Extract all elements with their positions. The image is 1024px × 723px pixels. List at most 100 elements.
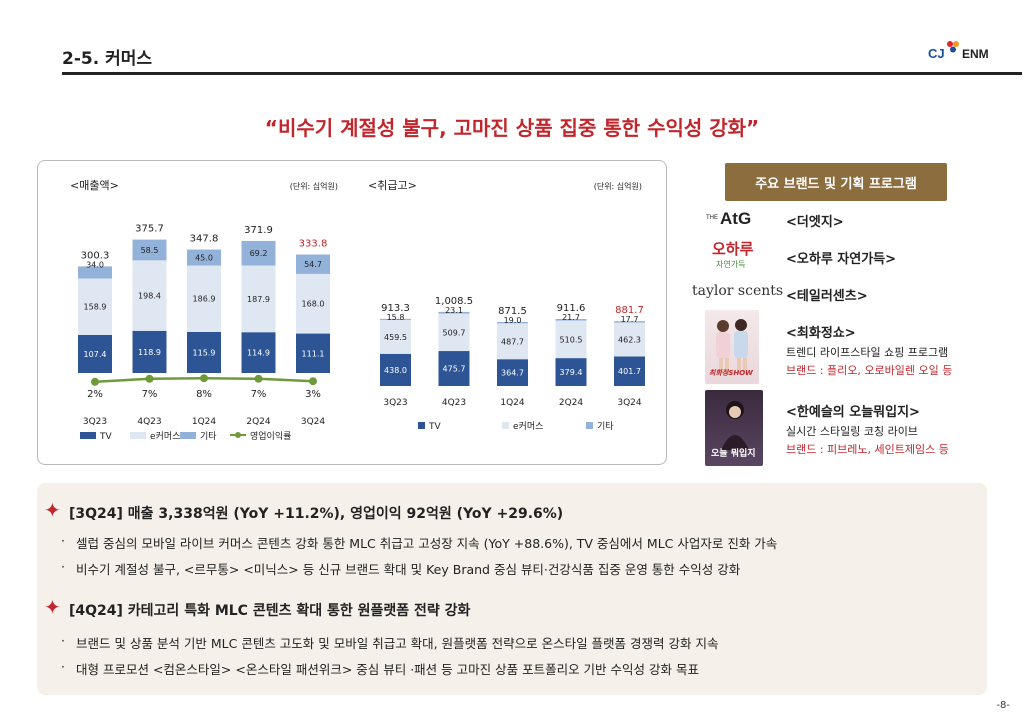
revenue-bar-3Q24-e커머스 [296,273,330,334]
revenue-legend-label-e커머스: e커머스 [150,431,180,442]
revenue-bar-label-3Q23-e커머스: 158.9 [84,303,107,312]
gmv-bar-label-2Q24-e커머스: 510.5 [560,335,583,344]
revenue-margin-label-3Q24: 3% [305,389,321,400]
gmv-bar-1Q24-e커머스 [497,323,528,360]
brand-hanye-brands: 브랜드 : 피브레노, 세인트제임스 등 [786,443,949,456]
gmv-bar-3Q24-e커머스 [614,322,645,357]
gmv-x-tick-2Q24: 2Q24 [559,398,584,408]
gmv-bar-label-3Q24-e커머스: 462.3 [618,335,641,344]
summary-1-bullet-2-text: 비수기 계절성 불구, <르무통> <미닉스> 등 신규 브랜드 확대 및 Ke… [76,562,741,577]
gmv-legend-label-기타: 기타 [597,421,614,432]
choehwa-show-thumbnail: 최화정SHOW [705,310,759,384]
revenue-bar-4Q23-기타 [132,239,167,261]
hanye-person-icon [721,401,749,450]
gmv-bar-4Q23-TV [438,351,470,386]
revenue-bar-label-2Q24-e커머스: 187.9 [247,295,270,304]
gmv-bar-label-4Q23-e커머스: 509.7 [443,328,466,337]
gmv-bar-label-3Q23-기타: 15.8 [387,313,405,322]
revenue-chart-title: <매출액> [70,179,119,192]
logo-enm-text: ENM [962,47,989,61]
cj-enm-logo: CJ ENM [928,36,992,70]
gmv-x-tick-1Q24: 1Q24 [500,398,525,408]
hanye-thumb-text: 오늘 뭐입지 [711,449,756,459]
section-title: 2-5. 커머스 [62,49,153,69]
revenue-bar-label-2Q24-TV: 114.9 [247,349,270,358]
revenue-chart-unit: (단위: 십억원) [290,181,338,191]
revenue-x-tick-1Q24: 1Q24 [192,417,217,427]
revenue-bar-label-2Q24-기타: 69.2 [250,249,268,258]
gmv-bar-2Q24-기타 [555,318,587,321]
gmv-bar-1Q24-TV [497,359,528,386]
chart-panel: <매출액> (단위: 십억원) 107.4 158.9 34.0 300.3 3Q23 118… [37,160,667,465]
revenue-x-tick-4Q23: 4Q23 [137,417,161,427]
brand-choehwa-brands: 브랜드 : 플리오, 오로바일렌 오일 등 [786,364,953,377]
revenue-bar-label-3Q23-기타: 34.0 [86,260,104,269]
revenue-bar-3Q23-TV [78,334,112,373]
revenue-bar-label-3Q24-기타: 54.7 [304,260,322,269]
brand-banner: 주요 브랜드 및 기획 프로그램 [725,163,947,201]
taylor-logo: taylor scents [692,283,784,299]
gmv-bar-4Q23-기타 [438,311,470,314]
gmv-bar-label-2Q24-TV: 379.4 [560,368,583,377]
bullet-mark: · [61,533,65,548]
revenue-legend-label-TV: TV [99,432,112,442]
revenue-legend-swatch-e커머스 [130,432,146,439]
revenue-bar-label-1Q24-TV: 115.9 [193,348,216,357]
gmv-bar-3Q23-기타 [380,318,411,321]
revenue-bar-3Q23-e커머스 [78,278,112,335]
gmv-total-3Q24: 881.7 [615,305,644,316]
brand-atg-name: <더엣지> [786,215,844,230]
revenue-margin-label-4Q23: 7% [142,389,158,400]
summary-1-bullet-1-text: 셀럽 중심의 모바일 라이브 커머스 콘텐츠 강화 통한 MLC 취급고 고성장… [76,536,778,551]
revenue-bar-3Q24-TV [296,333,330,373]
revenue-total-3Q23: 300.3 [81,250,110,261]
gmv-bar-4Q23-e커머스 [438,313,470,352]
revenue-x-tick-3Q23: 3Q23 [83,417,107,427]
summary-2-bullet-2-text: 대형 프로모션 <컴온스타일> <온스타일 패션위크> 중심 뷰티 ·패션 등 … [76,662,699,677]
gmv-total-4Q23: 1,008.5 [435,296,473,307]
revenue-bar-3Q24-기타 [296,254,330,274]
bullet-mark: · [61,659,65,674]
revenue-legend-swatch-기타 [180,432,196,439]
gmv-bar-label-1Q24-TV: 364.7 [501,369,524,378]
gmv-legend-swatch-기타 [586,422,593,429]
summary-1-plus-icon: ✦ [44,498,61,522]
revenue-bar-1Q24-TV [187,331,221,373]
gmv-chart-unit: (단위: 십억원) [594,181,642,191]
gmv-total-2Q24: 911.6 [557,303,586,314]
choehwa-people-icon [716,319,748,374]
revenue-legend-label-기타: 기타 [200,431,217,442]
revenue-margin-label-3Q23: 2% [87,389,103,400]
gmv-bar-label-3Q23-TV: 438.0 [384,366,407,375]
revenue-bar-label-1Q24-기타: 45.0 [195,254,213,263]
revenue-legend-swatch-TV [80,432,96,439]
brand-taylor-name: <테일러센츠> [786,289,868,304]
choehwa-thumb-text: 최화정SHOW [709,369,753,377]
gmv-bar-label-3Q23-e커머스: 459.5 [384,333,407,342]
revenue-bar-3Q23-기타 [78,266,112,279]
brand-ohharu-name: <오하루 자연가득> [786,252,897,267]
gmv-legend-swatch-e커머스 [502,422,509,429]
gmv-bar-label-4Q23-TV: 475.7 [443,365,466,374]
gmv-bar-3Q23-e커머스 [380,320,411,354]
revenue-margin-label-2Q24: 7% [251,389,267,400]
gmv-x-tick-3Q24: 3Q24 [617,398,642,408]
ohharu-logo-sub: 자연가득 [716,260,746,269]
gmv-chart-title: <취급고> [368,179,417,192]
revenue-margin-point-3Q24 [309,377,317,386]
revenue-bar-1Q24-e커머스 [187,265,221,332]
gmv-x-tick-3Q23: 3Q23 [383,398,407,408]
gmv-legend-label-e커머스: e커머스 [513,421,543,432]
gmv-bar-label-3Q24-TV: 401.7 [618,367,641,376]
summary-2-bullet-1-text: 브랜드 및 상품 분석 기반 MLC 콘텐츠 고도화 및 모바일 취급고 확대,… [76,636,719,651]
brand-hanye-name: <한예슬의 오늘뭐입지> [786,405,920,420]
revenue-bar-1Q24-기타 [187,249,221,266]
gmv-bar-2Q24-TV [555,358,587,386]
revenue-bar-2Q24-기타 [241,240,276,266]
bullet-mark: · [61,633,65,648]
logo-cj-text: CJ [928,46,945,61]
title-underline [62,72,1022,75]
gmv-bar-label-3Q24-기타: 17.7 [621,315,639,324]
revenue-total-1Q24: 347.8 [190,234,219,245]
page-number: -8- [996,700,1010,711]
